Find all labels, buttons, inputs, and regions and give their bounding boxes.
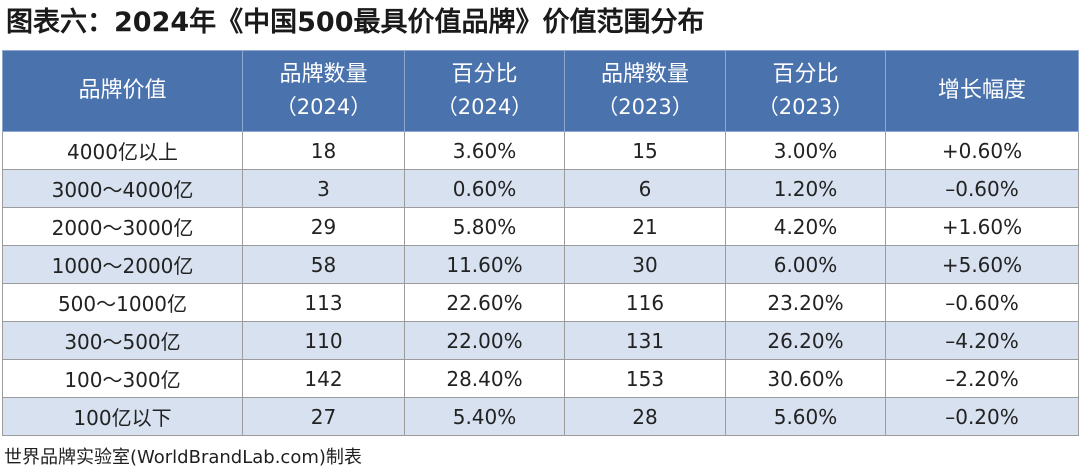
cell-count-2023: 6	[564, 169, 726, 208]
table-row: 4000亿以上 18 3.60% 15 3.00% +0.60%	[2, 131, 1079, 170]
header-growth: 增长幅度	[885, 50, 1079, 132]
cell-percent-2024: 3.60%	[404, 131, 565, 170]
cell-growth: –0.60%	[885, 169, 1079, 208]
cell-count-2023: 116	[564, 283, 726, 322]
cell-percent-2024: 5.80%	[404, 207, 565, 246]
cell-percent-2024: 11.60%	[404, 245, 565, 284]
header-brand-count-2024: 品牌数量 （2024）	[242, 50, 405, 132]
cell-growth: –0.60%	[885, 283, 1079, 322]
cell-brand-value: 100亿以下	[2, 397, 243, 436]
cell-count-2024: 18	[242, 131, 405, 170]
cell-growth: –4.20%	[885, 321, 1079, 360]
cell-count-2023: 21	[564, 207, 726, 246]
table-row: 1000～2000亿 58 11.60% 30 6.00% +5.60%	[2, 245, 1079, 284]
header-label: 品牌价值	[78, 78, 167, 103]
table-row: 300～500亿 110 22.00% 131 26.20% –4.20%	[2, 321, 1079, 360]
header-percent-2024: 百分比 （2024）	[404, 50, 565, 132]
source-note: 世界品牌实验室(WorldBrandLab.com)制表	[4, 447, 362, 468]
table-row: 100亿以下 27 5.40% 28 5.60% –0.20%	[2, 397, 1079, 436]
cell-growth: +5.60%	[885, 245, 1079, 284]
cell-percent-2023: 30.60%	[725, 359, 886, 398]
header-label: 品牌数量	[600, 62, 689, 87]
header-label: 百分比	[451, 62, 518, 87]
cell-growth: –2.20%	[885, 359, 1079, 398]
cell-brand-value: 500～1000亿	[2, 283, 243, 322]
cell-brand-value: 3000～4000亿	[2, 169, 243, 208]
cell-brand-value: 2000～3000亿	[2, 207, 243, 246]
cell-count-2024: 29	[242, 207, 405, 246]
brand-value-table: 品牌价值 品牌数量 （2024） 百分比 （2024） 品牌数量 （2023） …	[2, 50, 1079, 436]
cell-brand-value: 4000亿以上	[2, 131, 243, 170]
cell-percent-2023: 26.20%	[725, 321, 886, 360]
header-brand-count-2023: 品牌数量 （2023）	[564, 50, 726, 132]
cell-count-2024: 58	[242, 245, 405, 284]
cell-percent-2024: 22.00%	[404, 321, 565, 360]
cell-count-2024: 3	[242, 169, 405, 208]
cell-count-2023: 30	[564, 245, 726, 284]
cell-percent-2023: 23.20%	[725, 283, 886, 322]
cell-percent-2024: 22.60%	[404, 283, 565, 322]
cell-count-2024: 113	[242, 283, 405, 322]
cell-growth: +0.60%	[885, 131, 1079, 170]
cell-percent-2024: 5.40%	[404, 397, 565, 436]
cell-percent-2024: 28.40%	[404, 359, 565, 398]
header-brand-value: 品牌价值	[2, 50, 243, 132]
cell-count-2023: 28	[564, 397, 726, 436]
cell-brand-value: 300～500亿	[2, 321, 243, 360]
header-percent-2023: 百分比 （2023）	[725, 50, 886, 132]
table-row: 2000～3000亿 29 5.80% 21 4.20% +1.60%	[2, 207, 1079, 246]
cell-count-2023: 153	[564, 359, 726, 398]
cell-count-2024: 142	[242, 359, 405, 398]
cell-count-2024: 110	[242, 321, 405, 360]
table-row: 3000～4000亿 3 0.60% 6 1.20% –0.60%	[2, 169, 1079, 208]
header-year: （2024）	[436, 95, 533, 119]
header-label: 品牌数量	[279, 62, 368, 87]
header-year: （2024）	[275, 95, 372, 119]
header-year: （2023）	[597, 95, 693, 119]
header-year: （2023）	[757, 95, 854, 119]
table-row: 100～300亿 142 28.40% 153 30.60% –2.20%	[2, 359, 1079, 398]
cell-percent-2023: 6.00%	[725, 245, 886, 284]
cell-growth: +1.60%	[885, 207, 1079, 246]
header-label: 百分比	[772, 62, 839, 87]
header-label: 增长幅度	[937, 78, 1026, 103]
table-row: 500～1000亿 113 22.60% 116 23.20% –0.60%	[2, 283, 1079, 322]
cell-brand-value: 100～300亿	[2, 359, 243, 398]
cell-percent-2024: 0.60%	[404, 169, 565, 208]
cell-count-2024: 27	[242, 397, 405, 436]
cell-count-2023: 131	[564, 321, 726, 360]
cell-percent-2023: 3.00%	[725, 131, 886, 170]
header-row: 品牌价值 品牌数量 （2024） 百分比 （2024） 品牌数量 （2023） …	[2, 50, 1079, 132]
cell-percent-2023: 4.20%	[725, 207, 886, 246]
chart-title: 图表六：2024年《中国500最具价值品牌》价值范围分布	[6, 7, 705, 38]
cell-count-2023: 15	[564, 131, 726, 170]
cell-growth: –0.20%	[885, 397, 1079, 436]
cell-percent-2023: 1.20%	[725, 169, 886, 208]
cell-brand-value: 1000～2000亿	[2, 245, 243, 284]
cell-percent-2023: 5.60%	[725, 397, 886, 436]
